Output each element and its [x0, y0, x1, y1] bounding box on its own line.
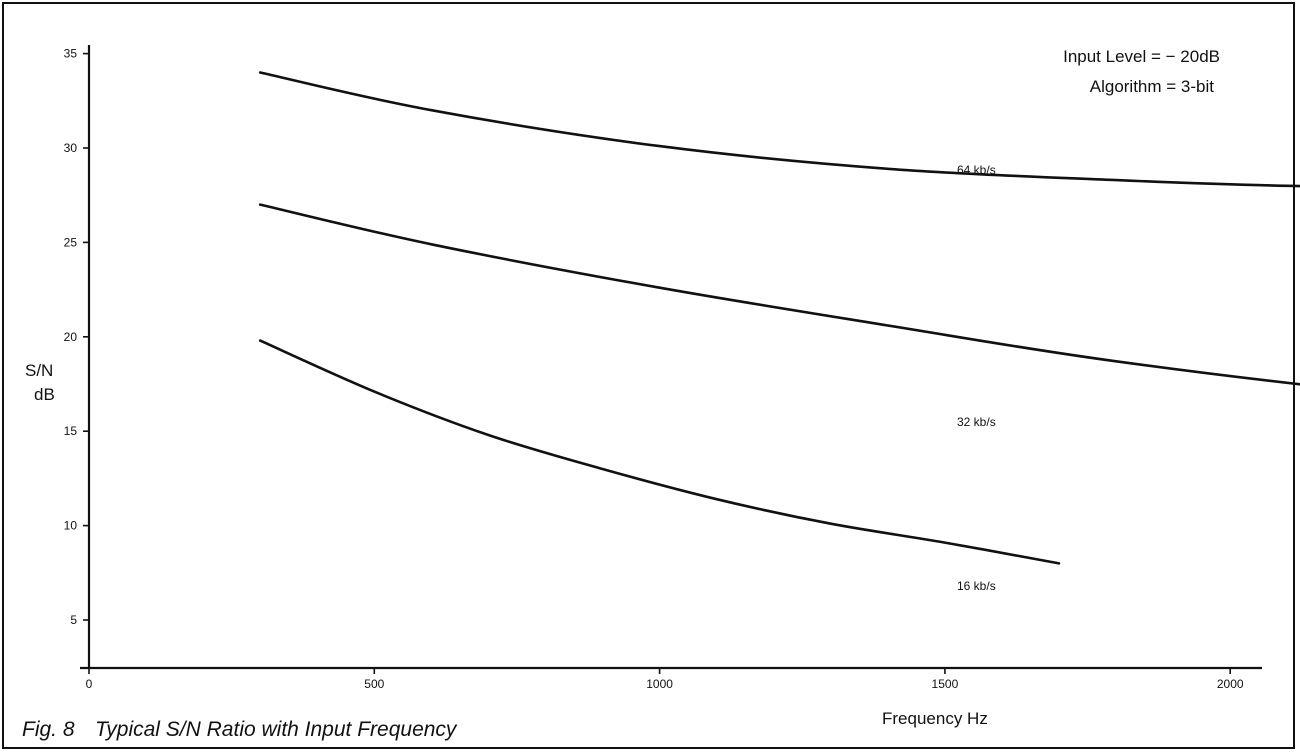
x-tick-label: 2000	[1217, 677, 1244, 691]
x-axis-label: Frequency Hz	[882, 709, 988, 728]
figure-caption: Fig. 8 Typical S/N Ratio with Input Frequ…	[22, 718, 456, 742]
y-tick-label: 5	[70, 613, 77, 627]
chart-labels: S/N dB Frequency Hz Input Level = − 20dB…	[25, 47, 1220, 728]
y-tick-label: 25	[64, 235, 78, 249]
series-line-64-kb-s	[258, 71, 1300, 188]
x-tick-label: 500	[364, 677, 384, 691]
series-label-64-kb-s: 64 kb/s	[957, 163, 996, 177]
x-tick-label: 0	[86, 677, 93, 691]
series-label-32-kb-s: 32 kb/s	[957, 415, 996, 429]
y-tick-label: 35	[64, 47, 78, 61]
series-label-16-kb-s: 16 kb/s	[957, 579, 996, 593]
y-axis-label-line-2: dB	[34, 385, 55, 404]
figure-caption-text: Typical S/N Ratio with Input Frequency	[95, 718, 457, 741]
y-tick-label: 30	[64, 141, 78, 155]
annotation-algorithm: Algorithm = 3-bit	[1090, 77, 1215, 96]
series-line-16-kb-s	[258, 339, 1061, 565]
series-line-32-kb-s	[258, 203, 1300, 386]
x-tick-label: 1500	[932, 677, 959, 691]
y-tick-label: 10	[64, 519, 78, 533]
chart-axes	[80, 45, 1262, 670]
figure-number: Fig. 8	[22, 718, 75, 741]
chart-ticks: 0500100015002000250030003500400051015202…	[64, 47, 1244, 691]
y-tick-label: 20	[64, 330, 78, 344]
chart-series: 64 kb/s 32 kb/s 16 kb/s	[258, 71, 1300, 593]
x-tick-label: 1000	[646, 677, 673, 691]
y-tick-label: 15	[64, 424, 78, 438]
y-axis-label-line-1: S/N	[25, 361, 53, 380]
annotation-input-level: Input Level = − 20dB	[1063, 47, 1220, 66]
